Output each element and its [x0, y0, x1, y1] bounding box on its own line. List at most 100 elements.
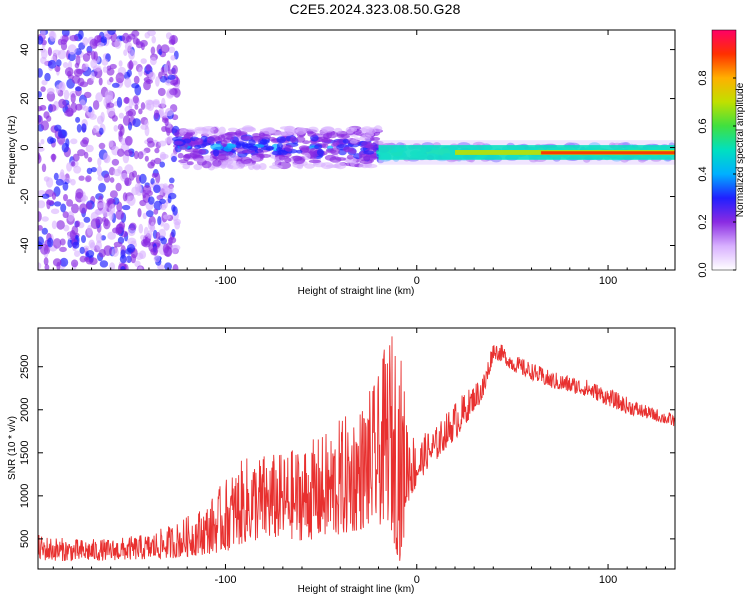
heatmap-cell — [147, 230, 153, 239]
top-y-tick-label: -40 — [19, 238, 31, 254]
heatmap-cell — [76, 124, 82, 133]
heatmap-cell — [106, 102, 115, 108]
heatmap-cell — [295, 127, 307, 135]
heatmap-cell — [124, 164, 134, 174]
heatmap-cell — [336, 133, 345, 138]
heatmap-cell — [168, 185, 174, 194]
heatmap-cell — [79, 203, 88, 214]
heatmap-cell — [165, 108, 174, 117]
heatmap-cell — [138, 67, 143, 77]
heatmap-cell — [100, 111, 105, 123]
top-x-tick-label: -100 — [214, 275, 236, 287]
heatmap-cell — [224, 132, 238, 137]
heatmap-cell — [150, 56, 157, 66]
heatmap-cell — [139, 250, 147, 259]
heatmap-cell — [80, 139, 89, 148]
top-y-tick-label: 20 — [19, 92, 31, 104]
heatmap-cell — [83, 216, 91, 223]
heatmap-cell — [102, 66, 108, 73]
heatmap-cell — [47, 47, 53, 56]
heatmap-cell — [142, 212, 147, 220]
heatmap-cell — [65, 177, 72, 184]
heatmap-cell — [40, 47, 46, 53]
heatmap-cell — [161, 97, 166, 109]
heatmap-cell — [171, 204, 176, 212]
heatmap-cell — [75, 116, 81, 123]
heatmap-cell — [72, 241, 80, 249]
heatmap-cell — [103, 173, 111, 183]
heatmap-cell — [183, 128, 197, 133]
heatmap-cell — [140, 234, 146, 241]
heatmap-cell — [52, 238, 62, 249]
heatmap-cell — [124, 77, 132, 88]
heatmap-cell — [123, 49, 128, 56]
heatmap-cell — [40, 86, 46, 92]
heatmap-cell — [44, 61, 49, 66]
heatmap-cell — [117, 148, 125, 157]
heatmap-cell — [79, 81, 89, 88]
heatmap-cell — [54, 64, 61, 73]
heatmap-cell — [123, 149, 133, 157]
heatmap-cell — [57, 38, 63, 46]
heatmap-cell — [98, 182, 106, 193]
heatmap-cell — [80, 196, 86, 203]
heatmap-cell — [169, 88, 178, 96]
heatmap-cell — [43, 257, 49, 266]
heatmap-cell — [164, 262, 172, 270]
heatmap-cell — [38, 211, 42, 222]
heatmap-cell — [41, 120, 49, 131]
heatmap-cell — [106, 68, 115, 76]
heatmap-cell — [52, 258, 62, 267]
heatmap-cell — [107, 231, 116, 240]
heatmap-cell — [265, 146, 274, 152]
heatmap-cell — [117, 166, 123, 174]
bottom-y-tick-label: 1500 — [19, 441, 31, 465]
heatmap-cell — [359, 134, 372, 142]
heatmap-cell — [75, 103, 83, 111]
heatmap-cell — [57, 129, 67, 139]
heatmap-cell — [60, 169, 65, 178]
heatmap-cell — [47, 87, 55, 95]
heatmap-cell — [325, 148, 334, 153]
heatmap-cell — [170, 55, 176, 61]
heatmap-cell — [71, 161, 76, 167]
heatmap-cell — [171, 229, 176, 238]
heatmap-cell — [360, 141, 373, 146]
heatmap-cell — [160, 44, 170, 54]
heatmap-cell — [71, 259, 79, 268]
heatmap-cell — [113, 124, 119, 132]
heatmap-cell — [164, 118, 169, 127]
top-y-tick-label: 40 — [19, 43, 31, 55]
bottom-plot-frame — [37, 327, 676, 570]
heatmap-cell — [67, 211, 75, 222]
heatmap-cell — [70, 138, 78, 145]
heatmap-cell — [103, 152, 109, 163]
heatmap-cell — [269, 164, 283, 170]
heatmap-cell — [71, 75, 81, 84]
heatmap-cell — [79, 246, 85, 254]
heatmap-cell — [81, 64, 89, 71]
heatmap-cell — [306, 130, 314, 135]
heatmap-cell — [130, 253, 136, 264]
heatmap-cell — [104, 89, 114, 101]
heatmap-cell — [133, 75, 140, 84]
heatmap-cell — [38, 236, 44, 247]
heatmap-cell — [131, 83, 140, 89]
heatmap-cell — [75, 86, 82, 92]
heatmap-cell — [97, 42, 105, 48]
heatmap-cell — [61, 30, 70, 37]
heatmap-cell — [64, 67, 74, 77]
heatmap-cell — [127, 61, 134, 70]
colorbar-ticks: 0.0 0.2 0.4 0.6 0.8 — [697, 70, 736, 278]
heatmap-cell — [298, 145, 310, 151]
heatmap-cell — [153, 184, 161, 194]
heatmap-cell — [38, 262, 42, 270]
heatmap-cell — [144, 32, 151, 39]
heatmap-cell — [198, 149, 207, 155]
heatmap-cell — [140, 42, 145, 51]
heatmap-cell — [125, 110, 134, 117]
heatmap-cell — [59, 246, 67, 253]
heatmap-cell — [160, 237, 167, 245]
colorbar-tick-label: 0.6 — [697, 118, 709, 133]
